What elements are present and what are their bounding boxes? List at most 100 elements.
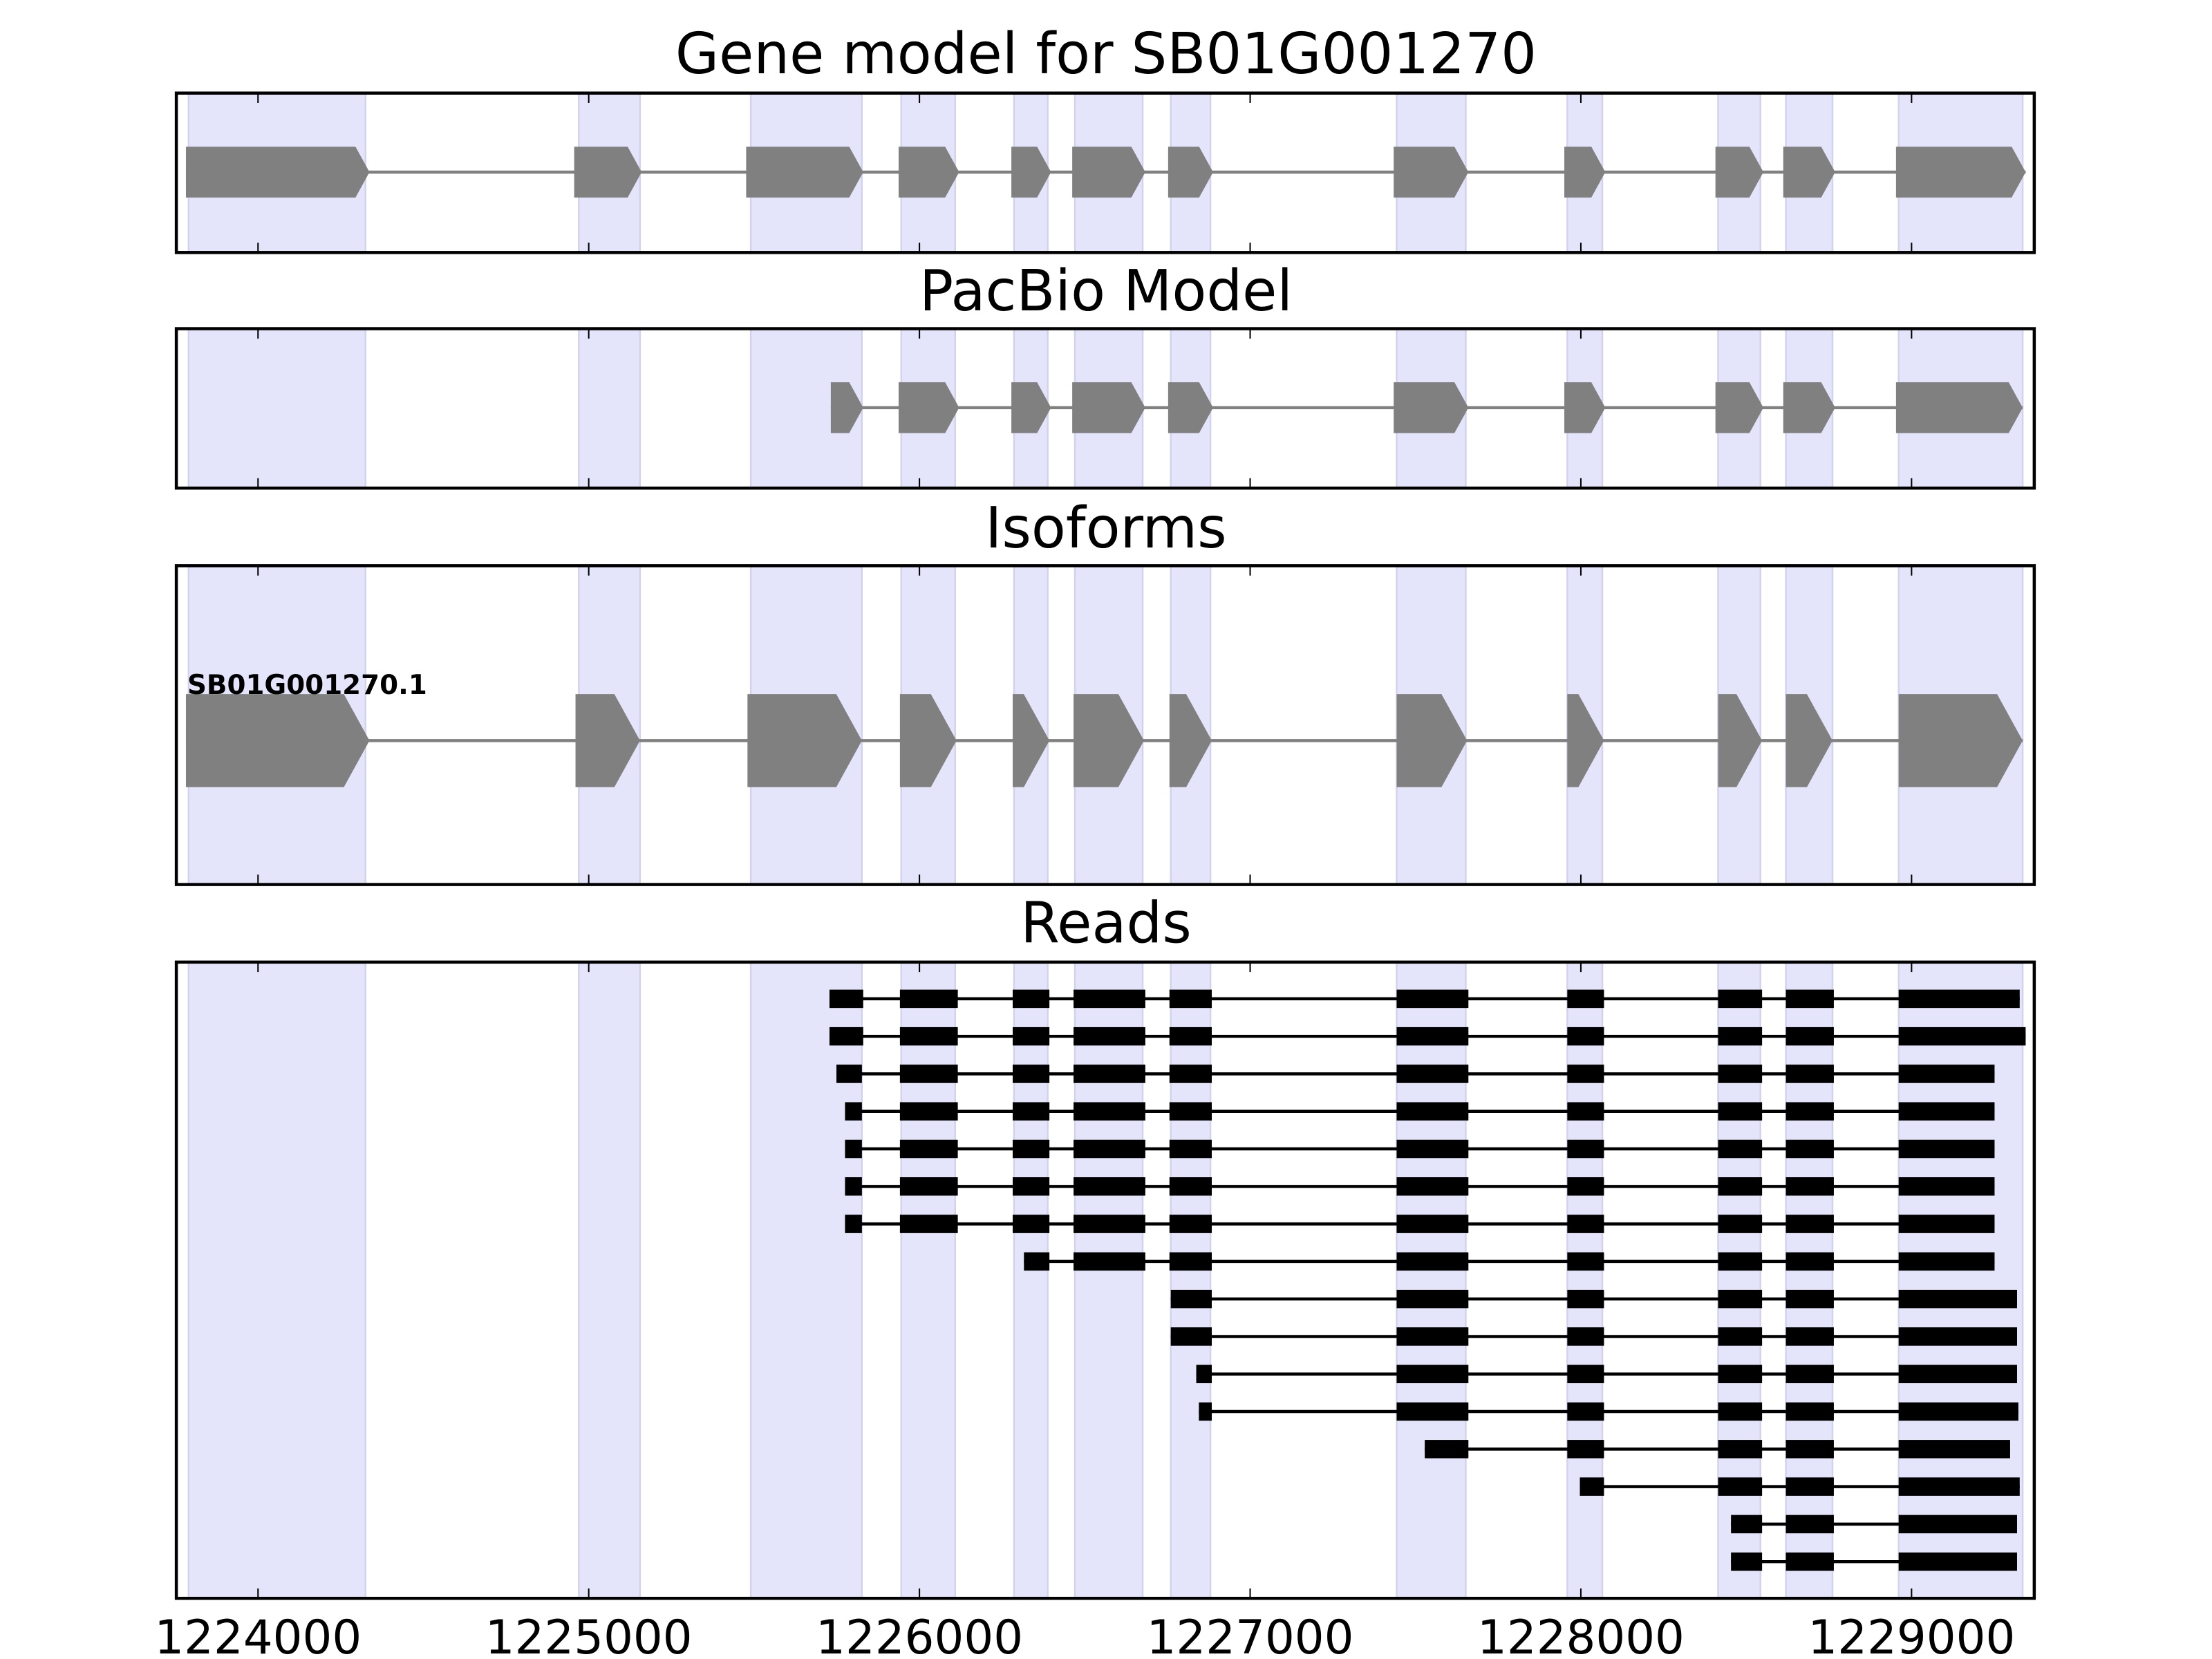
read-block (1718, 1365, 1763, 1384)
highlight-region (578, 961, 641, 1600)
read-block (1898, 989, 2020, 1009)
read-block (1898, 1252, 1995, 1271)
highlight-region (1074, 961, 1144, 1600)
isoform-exon-arrow (899, 694, 957, 787)
isoform-exon-arrow (1718, 694, 1763, 787)
read-block (1785, 1215, 1834, 1233)
highlight-region (187, 328, 366, 489)
read-10 (1170, 1327, 2017, 1346)
read-block (1718, 1065, 1763, 1083)
read-block (1074, 989, 1145, 1009)
read-block (1785, 1177, 1834, 1196)
read-block (836, 1065, 862, 1083)
read-block (1567, 1065, 1604, 1083)
read-block (1567, 989, 1604, 1009)
exon-arrow (1072, 382, 1145, 433)
read-block (1425, 1440, 1469, 1459)
read-block (1898, 1215, 1995, 1233)
read-block (1785, 1289, 1834, 1309)
exon-arrow (746, 147, 863, 198)
read-block (1024, 1252, 1050, 1271)
read-block (899, 989, 958, 1009)
read-block (829, 1027, 863, 1046)
read-9 (1170, 1289, 2017, 1309)
read-block (1169, 1252, 1212, 1271)
highlight-region (578, 328, 641, 489)
read-block (1785, 1252, 1834, 1271)
read-block (1013, 1139, 1050, 1159)
read-block (1718, 1440, 1763, 1459)
read-block (1074, 1065, 1145, 1083)
panel-reads (174, 960, 2036, 1600)
read-block (1898, 1327, 2017, 1346)
read-block (1396, 1027, 1469, 1046)
highlight-region (900, 961, 957, 1600)
read-block (845, 1139, 862, 1159)
read-block (1898, 1365, 2017, 1384)
panel-model (174, 91, 2036, 254)
read-block (1396, 1327, 1469, 1346)
panel-title-isoforms: Isoforms (985, 496, 1226, 561)
read-block (1785, 1515, 1834, 1534)
read-block (1718, 1027, 1763, 1046)
read-block (1396, 1102, 1469, 1121)
read-block (1567, 1177, 1604, 1196)
exon-arrow (1011, 147, 1051, 198)
read-block (1718, 1402, 1763, 1421)
read-block (1396, 1252, 1469, 1271)
read-block (1013, 1215, 1050, 1233)
read-block (1013, 1027, 1050, 1046)
read-block (1567, 1440, 1604, 1459)
read-block (1785, 1552, 1834, 1571)
read-7 (845, 1215, 1995, 1233)
read-block (1718, 1289, 1763, 1309)
read-block (1580, 1477, 1604, 1496)
read-block (1567, 1327, 1604, 1346)
x-tick-label: 1229000 (1808, 1610, 2015, 1659)
read-block (1074, 1139, 1145, 1159)
highlight-region (1785, 961, 1834, 1600)
read-block (1567, 1215, 1604, 1233)
read-block (1169, 1102, 1212, 1121)
read-block (1013, 989, 1050, 1009)
isoform-exon-arrow (185, 694, 370, 787)
highlight-region (1013, 961, 1049, 1600)
exon-arrow (898, 147, 959, 198)
read-block (899, 1215, 958, 1233)
isoform-exon-arrow (1567, 694, 1604, 787)
read-block (1898, 1552, 2017, 1571)
read-block (1718, 1139, 1763, 1159)
read-block (899, 1027, 958, 1046)
exon-arrow (1895, 147, 2026, 198)
read-block (1785, 1402, 1834, 1421)
read-block (1396, 1139, 1469, 1159)
read-11 (1196, 1365, 2017, 1384)
read-5 (845, 1139, 1995, 1159)
read-block (1567, 1402, 1604, 1421)
read-15 (1731, 1515, 2017, 1534)
read-block (1169, 1215, 1212, 1233)
isoform-exon-arrow (1396, 694, 1468, 787)
read-block (1567, 1252, 1604, 1271)
highlight-region (1717, 961, 1761, 1600)
read-block (1718, 1177, 1763, 1196)
x-tick-label: 1228000 (1477, 1610, 1685, 1659)
read-block (1718, 1327, 1763, 1346)
read-4 (845, 1102, 1995, 1121)
exon-arrow (1168, 382, 1213, 433)
exon-arrow (1715, 147, 1764, 198)
read-block (1074, 1102, 1145, 1121)
read-block (1567, 1365, 1604, 1384)
read-block (1567, 1139, 1604, 1159)
highlight-region (1396, 961, 1467, 1600)
isoform-exon-arrow (1169, 694, 1212, 787)
panel-title-pacbio: PacBio Model (919, 259, 1293, 324)
read-block (1013, 1102, 1050, 1121)
read-block (899, 1065, 958, 1083)
read-block (1785, 1139, 1834, 1159)
isoform-label: SB01G001270.1 (187, 670, 427, 701)
exon-arrow (1011, 382, 1051, 433)
read-block (899, 1139, 958, 1159)
read-block (1718, 1215, 1763, 1233)
